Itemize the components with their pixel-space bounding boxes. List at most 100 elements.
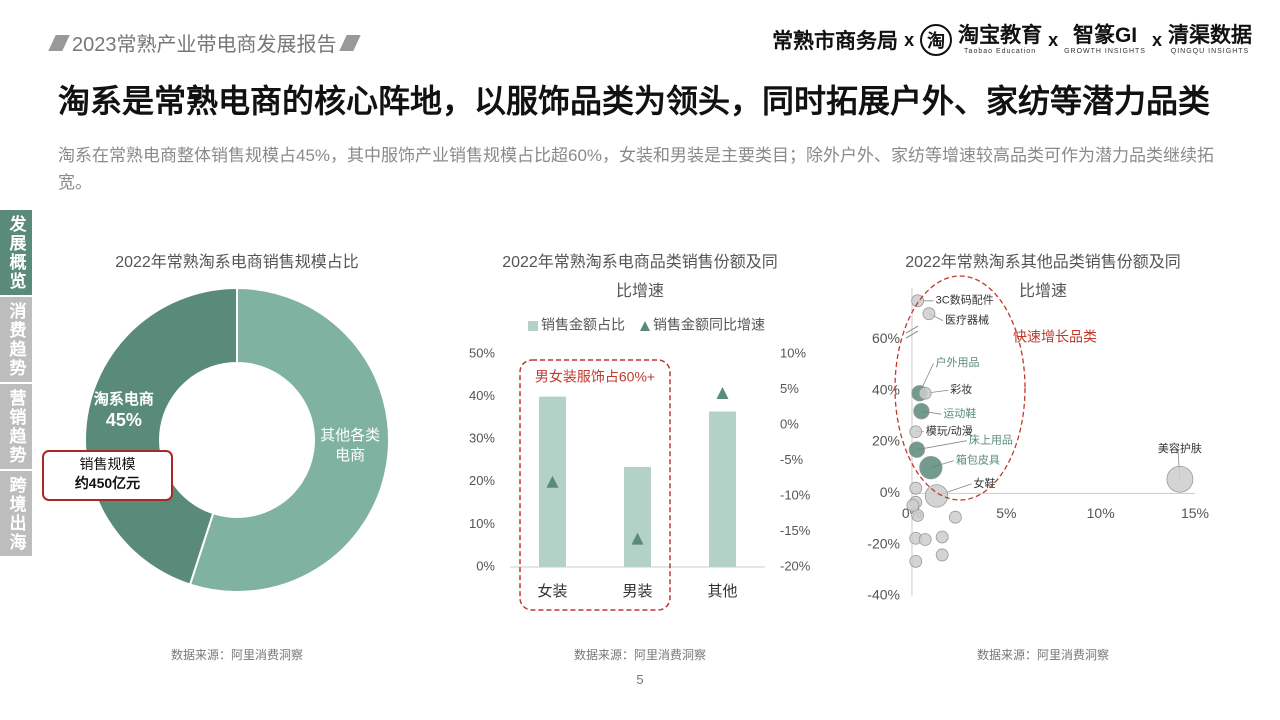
bubble bbox=[935, 530, 949, 544]
chart-title: 2022年常熟淘系电商销售规模占比 bbox=[115, 254, 359, 271]
y-tick-label: 60% bbox=[872, 330, 900, 346]
sidebar-tab: 跨境出海 bbox=[0, 471, 32, 556]
y-tick-label: -40% bbox=[867, 587, 900, 603]
highlight-box bbox=[519, 359, 671, 611]
partner: 清渠数据 bbox=[1168, 24, 1252, 47]
highlight-ellipse bbox=[894, 275, 1026, 501]
bubble bbox=[935, 548, 949, 562]
x-tick-label: 女装 bbox=[537, 582, 567, 600]
bubble-label: 床上用品 bbox=[969, 433, 1013, 447]
source: 数据来源：阿里消费洞察 bbox=[170, 648, 304, 662]
bubble-label: 3C数码配件 bbox=[936, 294, 994, 307]
y-tick-label: 10% bbox=[469, 516, 495, 531]
bubble-label: 户外用品 bbox=[936, 355, 980, 369]
y-tick-label: -20% bbox=[867, 535, 900, 551]
y2-tick-label: 5% bbox=[780, 381, 799, 396]
source: 数据来源：阿里消费洞察 bbox=[976, 648, 1110, 662]
annotation: 快速增长品类 bbox=[1013, 329, 1097, 345]
y2-tick-label: -10% bbox=[780, 487, 811, 502]
bubble bbox=[1166, 465, 1194, 493]
bubble bbox=[948, 510, 962, 524]
partner: 智篆GI bbox=[1072, 24, 1138, 47]
partner-group: 清渠数据 QINGQU INSIGHTS bbox=[1168, 25, 1252, 55]
sidebar-tab: 消费趋势 bbox=[0, 297, 32, 382]
sidebar-tab: 发展概览 bbox=[0, 210, 32, 295]
slice-value: 45% bbox=[105, 410, 142, 431]
bubble-label: 彩妆 bbox=[950, 383, 972, 396]
bubble bbox=[922, 307, 936, 321]
growth-marker bbox=[546, 475, 559, 488]
bubble bbox=[909, 425, 923, 439]
partner-logos: 常熟市商务局 x 淘 淘宝教育 Taobao Education x 智篆GI GR… bbox=[772, 24, 1252, 56]
y-tick-label: 20% bbox=[469, 473, 495, 488]
separator: x bbox=[904, 29, 915, 50]
x-tick-label: 其他 bbox=[707, 583, 737, 600]
callout: 销售规模约450亿元 bbox=[42, 450, 173, 501]
legend-marker bbox=[528, 321, 538, 331]
y2-tick-label: -15% bbox=[780, 523, 811, 538]
bar bbox=[624, 466, 651, 567]
bubble bbox=[924, 484, 949, 508]
y-tick-label: 40% bbox=[872, 381, 900, 397]
growth-marker bbox=[716, 387, 729, 400]
y2-tick-label: -5% bbox=[780, 452, 804, 467]
bubble bbox=[919, 456, 943, 480]
separator: x bbox=[1048, 29, 1059, 50]
bubble-label: 美容护肤 bbox=[1158, 441, 1202, 455]
x-tick-label: 男装 bbox=[622, 583, 652, 600]
callout-line: 约450亿元 bbox=[74, 475, 141, 491]
y-tick-label: 40% bbox=[469, 388, 495, 403]
y-tick-label: 30% bbox=[469, 431, 495, 446]
y-tick-label: 20% bbox=[872, 433, 900, 449]
slice-name: 淘系电商 bbox=[93, 391, 154, 409]
x-tick-label: 15% bbox=[1181, 505, 1209, 521]
slice-label: 淘系电商 45% bbox=[90, 390, 158, 430]
report-name: 2023常熟产业带电商发展报告 bbox=[48, 28, 361, 57]
annotation: 男女装服饰占60%+ bbox=[535, 369, 655, 385]
chart-title: 2022年常熟淘系电商品类销售份额及同比增速 bbox=[502, 254, 778, 300]
bubble bbox=[906, 498, 920, 512]
growth-marker bbox=[631, 532, 644, 545]
partner: 常熟市商务局 bbox=[772, 30, 899, 53]
source: 数据来源：阿里消费洞察 bbox=[573, 648, 707, 662]
bubble-label: 女鞋 bbox=[974, 476, 996, 490]
partner-sub: Taobao Education bbox=[964, 48, 1037, 55]
y2-tick-label: 10% bbox=[780, 345, 806, 360]
logo-icon: 淘 bbox=[920, 24, 953, 56]
bubble-label: 运动鞋 bbox=[943, 406, 976, 420]
legend-label: 销售金额同比增速 bbox=[653, 317, 765, 333]
axis-break bbox=[905, 325, 919, 339]
slide-title: 淘系是常熟电商的核心阵地，以服饰品类为领头，同时拓展户外、家纺等潜力品类 bbox=[58, 83, 1211, 119]
legend-label: 销售金额占比 bbox=[541, 317, 625, 333]
report-text: 2023常熟产业带电商发展报告 bbox=[72, 34, 337, 56]
bubble bbox=[913, 403, 930, 420]
callout-line: 销售规模 bbox=[79, 456, 136, 472]
bubble bbox=[918, 386, 932, 400]
x-tick-label: 5% bbox=[996, 505, 1016, 521]
legend-marker bbox=[640, 321, 650, 331]
bubble bbox=[909, 481, 923, 495]
slice-name: 其他各类电商 bbox=[320, 426, 381, 464]
partner: 淘宝教育 bbox=[958, 24, 1043, 47]
page-number: 5 bbox=[636, 672, 644, 687]
partner-sub: QINGQU INSIGHTS bbox=[1170, 48, 1250, 55]
bubble bbox=[908, 441, 926, 458]
chart-title: 2022年常熟淘系其他品类销售份额及同比增速 bbox=[905, 254, 1181, 300]
slide-subtitle: 淘系在常熟电商整体销售规模占45%，其中服饰产业销售规模占比超60%，女装和男装… bbox=[58, 146, 1215, 192]
bubble-label: 模玩/动漫 bbox=[926, 424, 973, 438]
bubble bbox=[909, 554, 923, 568]
y-tick-label: 50% bbox=[469, 345, 495, 360]
y-tick-label: 0% bbox=[476, 558, 495, 573]
y2-tick-label: 0% bbox=[780, 416, 799, 431]
x-tick-label: 10% bbox=[1087, 505, 1115, 521]
partner-group: 智篆GI GROWTH INSIGHTS bbox=[1064, 25, 1146, 55]
bar bbox=[709, 411, 736, 567]
partner-group: 淘宝教育 Taobao Education bbox=[958, 25, 1042, 55]
leader-line bbox=[916, 440, 967, 451]
bubble-label: 医疗器械 bbox=[945, 313, 989, 327]
slice-label: 其他各类电商 bbox=[316, 426, 384, 466]
sidebar-tab: 营销趋势 bbox=[0, 384, 32, 469]
separator: x bbox=[1151, 29, 1162, 50]
